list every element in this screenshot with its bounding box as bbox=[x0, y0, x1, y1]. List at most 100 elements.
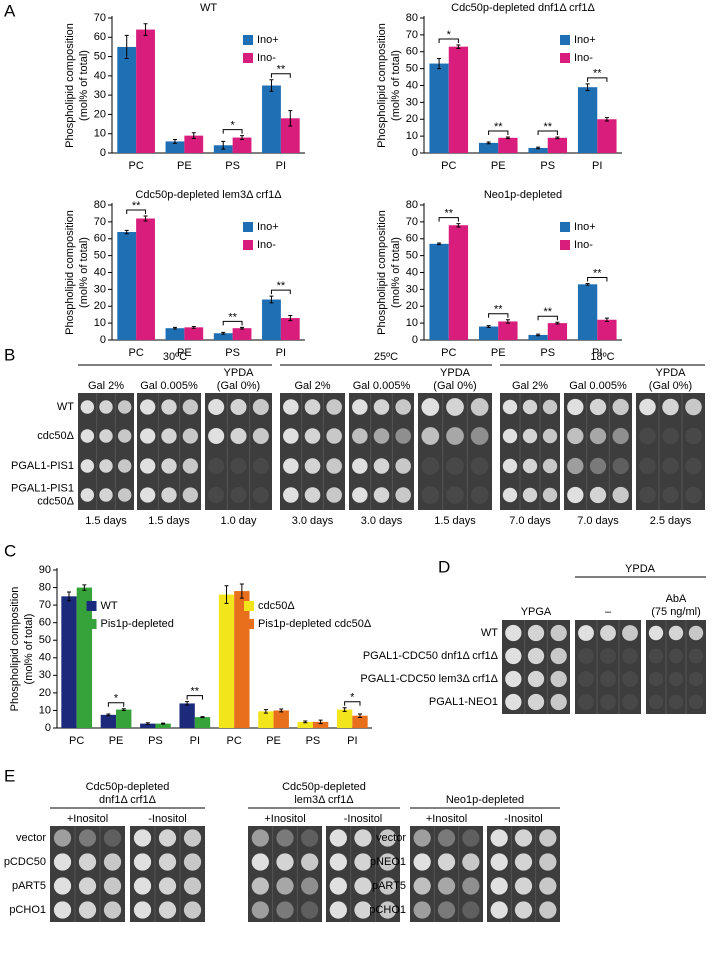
yeast-spot bbox=[639, 398, 656, 416]
yeast-spot bbox=[326, 458, 342, 474]
yeast-spot bbox=[304, 458, 321, 474]
time-label: 1.5 days bbox=[434, 515, 476, 527]
plasmid-label: pART5 bbox=[12, 880, 46, 892]
yeast-spot bbox=[117, 459, 132, 473]
yeast-spot bbox=[301, 901, 319, 919]
x-tick-label: PI bbox=[276, 160, 286, 172]
error-bar bbox=[288, 110, 293, 127]
legend-label: Ino+ bbox=[257, 221, 279, 233]
bar bbox=[528, 147, 548, 153]
yeast-spot bbox=[550, 624, 567, 642]
bar bbox=[280, 318, 300, 340]
block-title: dnf1Δ crf1Δ bbox=[99, 794, 157, 806]
error-bar bbox=[191, 326, 196, 329]
panel-letter: D bbox=[438, 557, 450, 576]
bar bbox=[184, 327, 204, 340]
yeast-spot bbox=[379, 877, 397, 895]
error-bar bbox=[124, 34, 129, 59]
temperature-label: 25ºC bbox=[374, 351, 398, 363]
medium-header: YPDA bbox=[625, 563, 656, 575]
yeast-spot bbox=[470, 427, 489, 445]
x-tick-label: PE bbox=[177, 347, 192, 359]
yeast-spot bbox=[470, 398, 489, 416]
yeast-spot bbox=[639, 427, 656, 445]
strain-label: WT bbox=[57, 401, 74, 413]
chart-title: Cdc50p-depleted lem3Δ crf1Δ bbox=[135, 189, 282, 201]
y-tick-label: 70 bbox=[94, 12, 106, 24]
yeast-spot bbox=[276, 829, 294, 847]
significance-label: * bbox=[114, 693, 119, 705]
x-tick-label: PS bbox=[148, 735, 163, 747]
legend-label: Pis1p-depleted bbox=[101, 618, 174, 630]
yeast-spot bbox=[505, 647, 522, 665]
yeast-spot bbox=[550, 693, 567, 711]
yeast-spot bbox=[437, 877, 456, 895]
y-axis-label: Phospholipid composition bbox=[64, 23, 76, 148]
error-bar bbox=[604, 317, 609, 322]
panel-letter: A bbox=[4, 1, 16, 20]
yeast-spot bbox=[373, 487, 390, 503]
significance-bracket bbox=[222, 320, 243, 326]
yeast-spot bbox=[117, 488, 132, 502]
legend-label: Ino- bbox=[257, 239, 276, 251]
yeast-spot bbox=[437, 829, 456, 847]
yeast-spot bbox=[208, 398, 225, 416]
yeast-spot bbox=[462, 829, 480, 847]
medium-label: Gal 2% bbox=[294, 380, 330, 392]
bar bbox=[312, 721, 329, 728]
x-tick-label: PI bbox=[347, 735, 357, 747]
error-bar bbox=[555, 321, 560, 325]
plasmid-label: vector bbox=[16, 832, 46, 844]
error-bar bbox=[143, 215, 148, 222]
legend-label: Ino+ bbox=[574, 221, 596, 233]
bar bbox=[547, 137, 568, 153]
x-tick-label: PC bbox=[69, 735, 84, 747]
time-label: 7.0 days bbox=[577, 515, 619, 527]
legend-label: Ino- bbox=[257, 52, 276, 64]
temperature-label: 30ºC bbox=[163, 351, 187, 363]
x-tick-label: PI bbox=[190, 735, 200, 747]
y-tick-label: 70 bbox=[39, 599, 51, 611]
error-bar bbox=[604, 117, 609, 122]
x-tick-label: PE bbox=[266, 735, 281, 747]
bar bbox=[352, 715, 368, 728]
yeast-spot bbox=[662, 427, 679, 445]
y-tick-label: 40 bbox=[94, 266, 106, 278]
yeast-spot bbox=[502, 458, 518, 474]
bar bbox=[597, 319, 617, 340]
error-bar bbox=[82, 584, 87, 591]
condition-label: -Inositol bbox=[148, 813, 187, 825]
error-bar bbox=[224, 585, 229, 604]
yeast-spot bbox=[80, 459, 95, 473]
plasmid-label: pART5 bbox=[372, 880, 406, 892]
yeast-spot bbox=[354, 877, 372, 895]
error-bar bbox=[456, 44, 461, 49]
yeast-spot bbox=[230, 457, 247, 475]
yeast-spot bbox=[251, 877, 269, 895]
error-bar bbox=[342, 707, 347, 712]
yeast-spot bbox=[668, 694, 684, 710]
error-bar bbox=[318, 719, 323, 725]
yeast-spot bbox=[668, 625, 684, 641]
bar bbox=[478, 326, 499, 340]
yeast-spot bbox=[514, 853, 533, 871]
y-tick-label: 10 bbox=[94, 128, 106, 140]
x-tick-label: PE bbox=[491, 347, 506, 359]
significance-label: ** bbox=[543, 306, 552, 318]
yeast-spot bbox=[578, 671, 594, 687]
panel-letter: B bbox=[4, 345, 15, 364]
bar bbox=[547, 323, 568, 340]
strain-label: PGAL1-PIS1 bbox=[11, 460, 74, 472]
yeast-spot bbox=[326, 399, 342, 415]
yeast-spot bbox=[78, 901, 97, 919]
yeast-spot bbox=[567, 457, 584, 475]
legend-label: WT bbox=[101, 600, 118, 612]
yeast-spot bbox=[161, 487, 177, 503]
yeast-spot bbox=[329, 901, 347, 919]
yeast-spot bbox=[352, 399, 368, 415]
error-bar bbox=[67, 591, 72, 602]
x-tick-label: PS bbox=[306, 735, 321, 747]
yeast-spot bbox=[502, 428, 518, 444]
yeast-spot bbox=[183, 877, 202, 895]
